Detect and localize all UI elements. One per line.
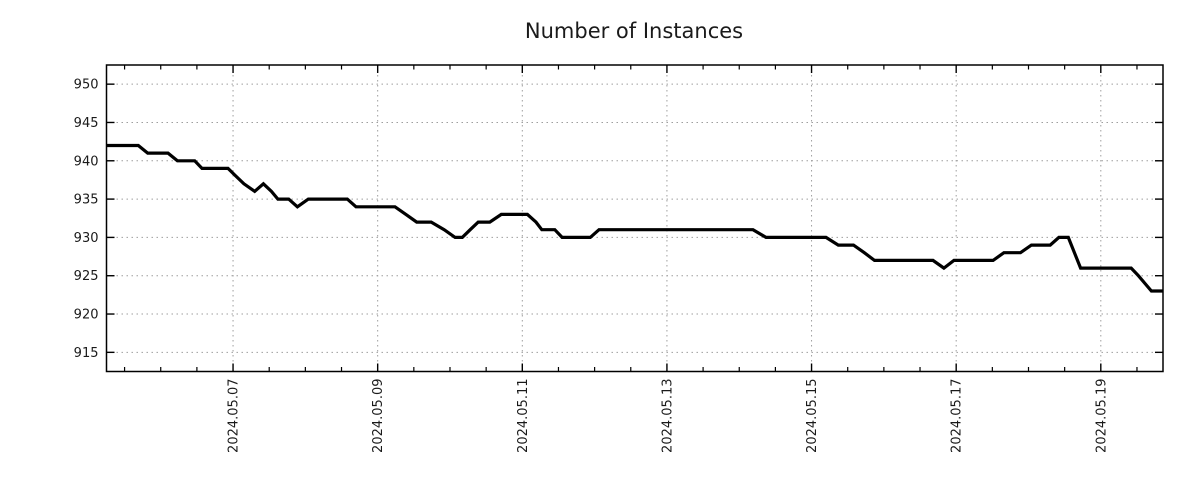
tick-mark-layer: [106, 65, 1163, 372]
y-tick-label: 925: [74, 269, 99, 284]
plot-border: [105, 64, 1164, 373]
chart-title: Number of Instances: [525, 19, 743, 43]
series-layer: [106, 143, 1163, 293]
x-tick-label: 2024.05.11: [516, 379, 531, 453]
y-tick-label: 935: [74, 193, 99, 208]
grid-layer: [106, 65, 1163, 372]
y-tick-label: 945: [74, 116, 99, 131]
x-tick-label: 2024.05.07: [227, 379, 242, 453]
axis-label-layer: 915 920 925 930 935 940 945 950 2024.05.07 2024.0…: [74, 78, 1110, 453]
series-line-instances: [106, 143, 1163, 293]
plot-border-layer: [105, 64, 1164, 373]
y-tick-label: 930: [74, 231, 99, 246]
x-tick-label: 2024.05.19: [1094, 379, 1109, 453]
y-tick-label: 915: [74, 346, 99, 361]
y-tick-label: 940: [74, 154, 99, 169]
y-tick-label: 950: [74, 78, 99, 93]
x-tick-label: 2024.05.17: [950, 379, 965, 453]
y-tick-label: 920: [74, 308, 99, 323]
x-tick-label: 2024.05.13: [660, 379, 675, 453]
x-tick-label: 2024.05.09: [371, 379, 386, 453]
x-tick-label: 2024.05.15: [805, 379, 820, 453]
